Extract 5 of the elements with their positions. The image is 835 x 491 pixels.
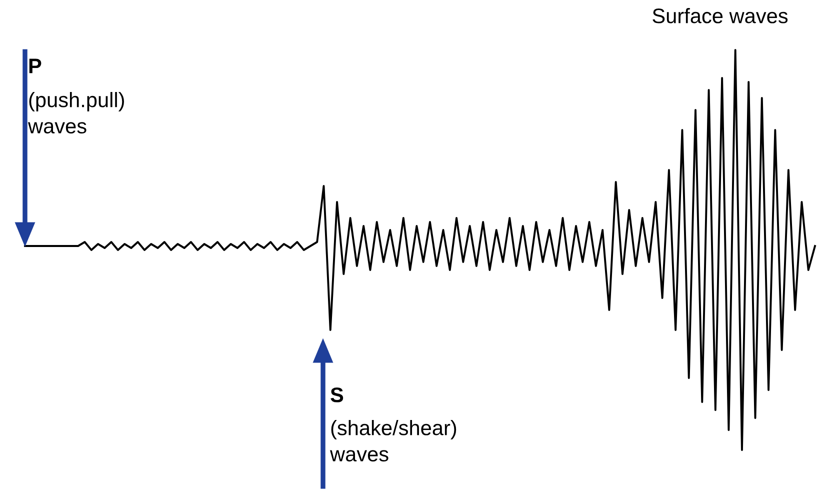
annotation: (shake/shear) waves [330,420,456,462]
annotation: P [29,58,42,74]
annotation: S [330,388,344,402]
annotation: (push.pull) waves [28,92,124,134]
text: Surface waves [652,8,788,24]
